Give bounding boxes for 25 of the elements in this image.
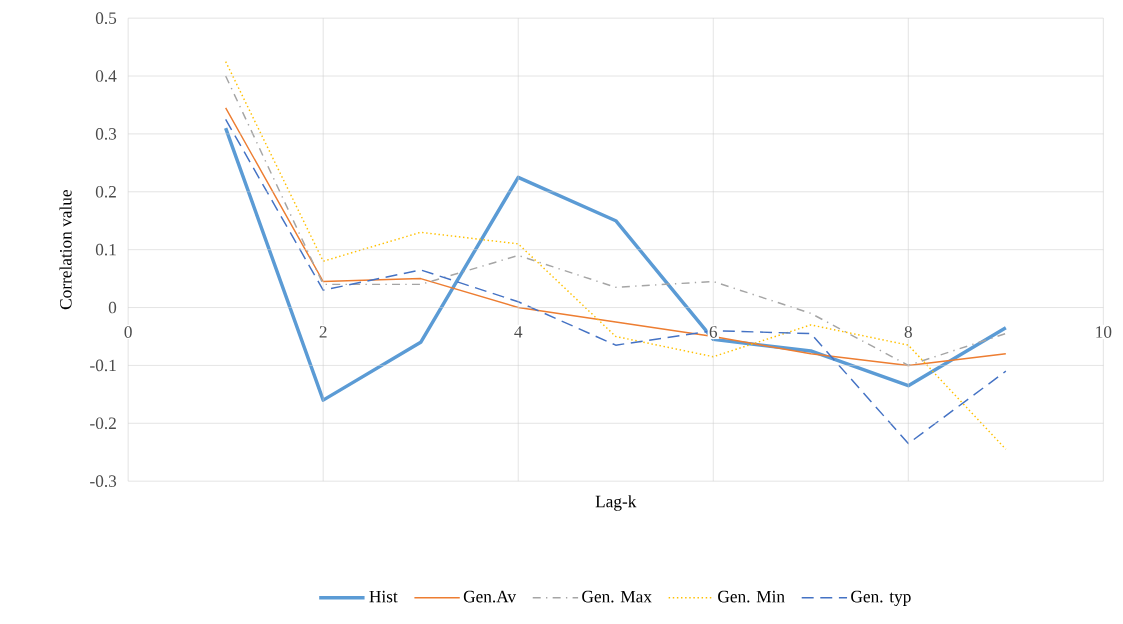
legend-label: Gen. Max — [582, 590, 652, 603]
line-series — [223, 126, 1008, 402]
y-tick-label: -0.2 — [90, 417, 116, 430]
x-tick-label: 6 — [709, 326, 718, 338]
y-tick-label: 0.5 — [95, 12, 117, 25]
y-tick-label: -0.3 — [90, 475, 117, 488]
y-tick-label: 0.1 — [95, 243, 116, 256]
line-series — [224, 60, 1007, 451]
x-tick-label: 8 — [904, 326, 912, 338]
y-tick-label: 0 — [108, 301, 117, 314]
y-tick-label: -0.1 — [90, 359, 116, 372]
x-axis-title: Lag-k — [595, 495, 637, 511]
x-tick-label: 10 — [1096, 326, 1112, 338]
line-series — [224, 118, 1007, 445]
x-tick-label: 2 — [319, 326, 327, 338]
x-tick-label: 4 — [514, 326, 523, 338]
legend-label: Gen. typ — [851, 590, 911, 606]
legend-label: Gen.Av — [463, 590, 517, 603]
y-tick-label: 0.3 — [95, 128, 117, 140]
legend-label: Hist — [369, 590, 398, 603]
y-tick-label: 0.2 — [95, 185, 116, 198]
y-tick-label: 0.4 — [95, 70, 117, 82]
legend-label: Gen. Min — [718, 590, 785, 603]
x-tick-label: 0 — [124, 326, 132, 338]
y-axis-title: Correlation value — [59, 190, 72, 310]
